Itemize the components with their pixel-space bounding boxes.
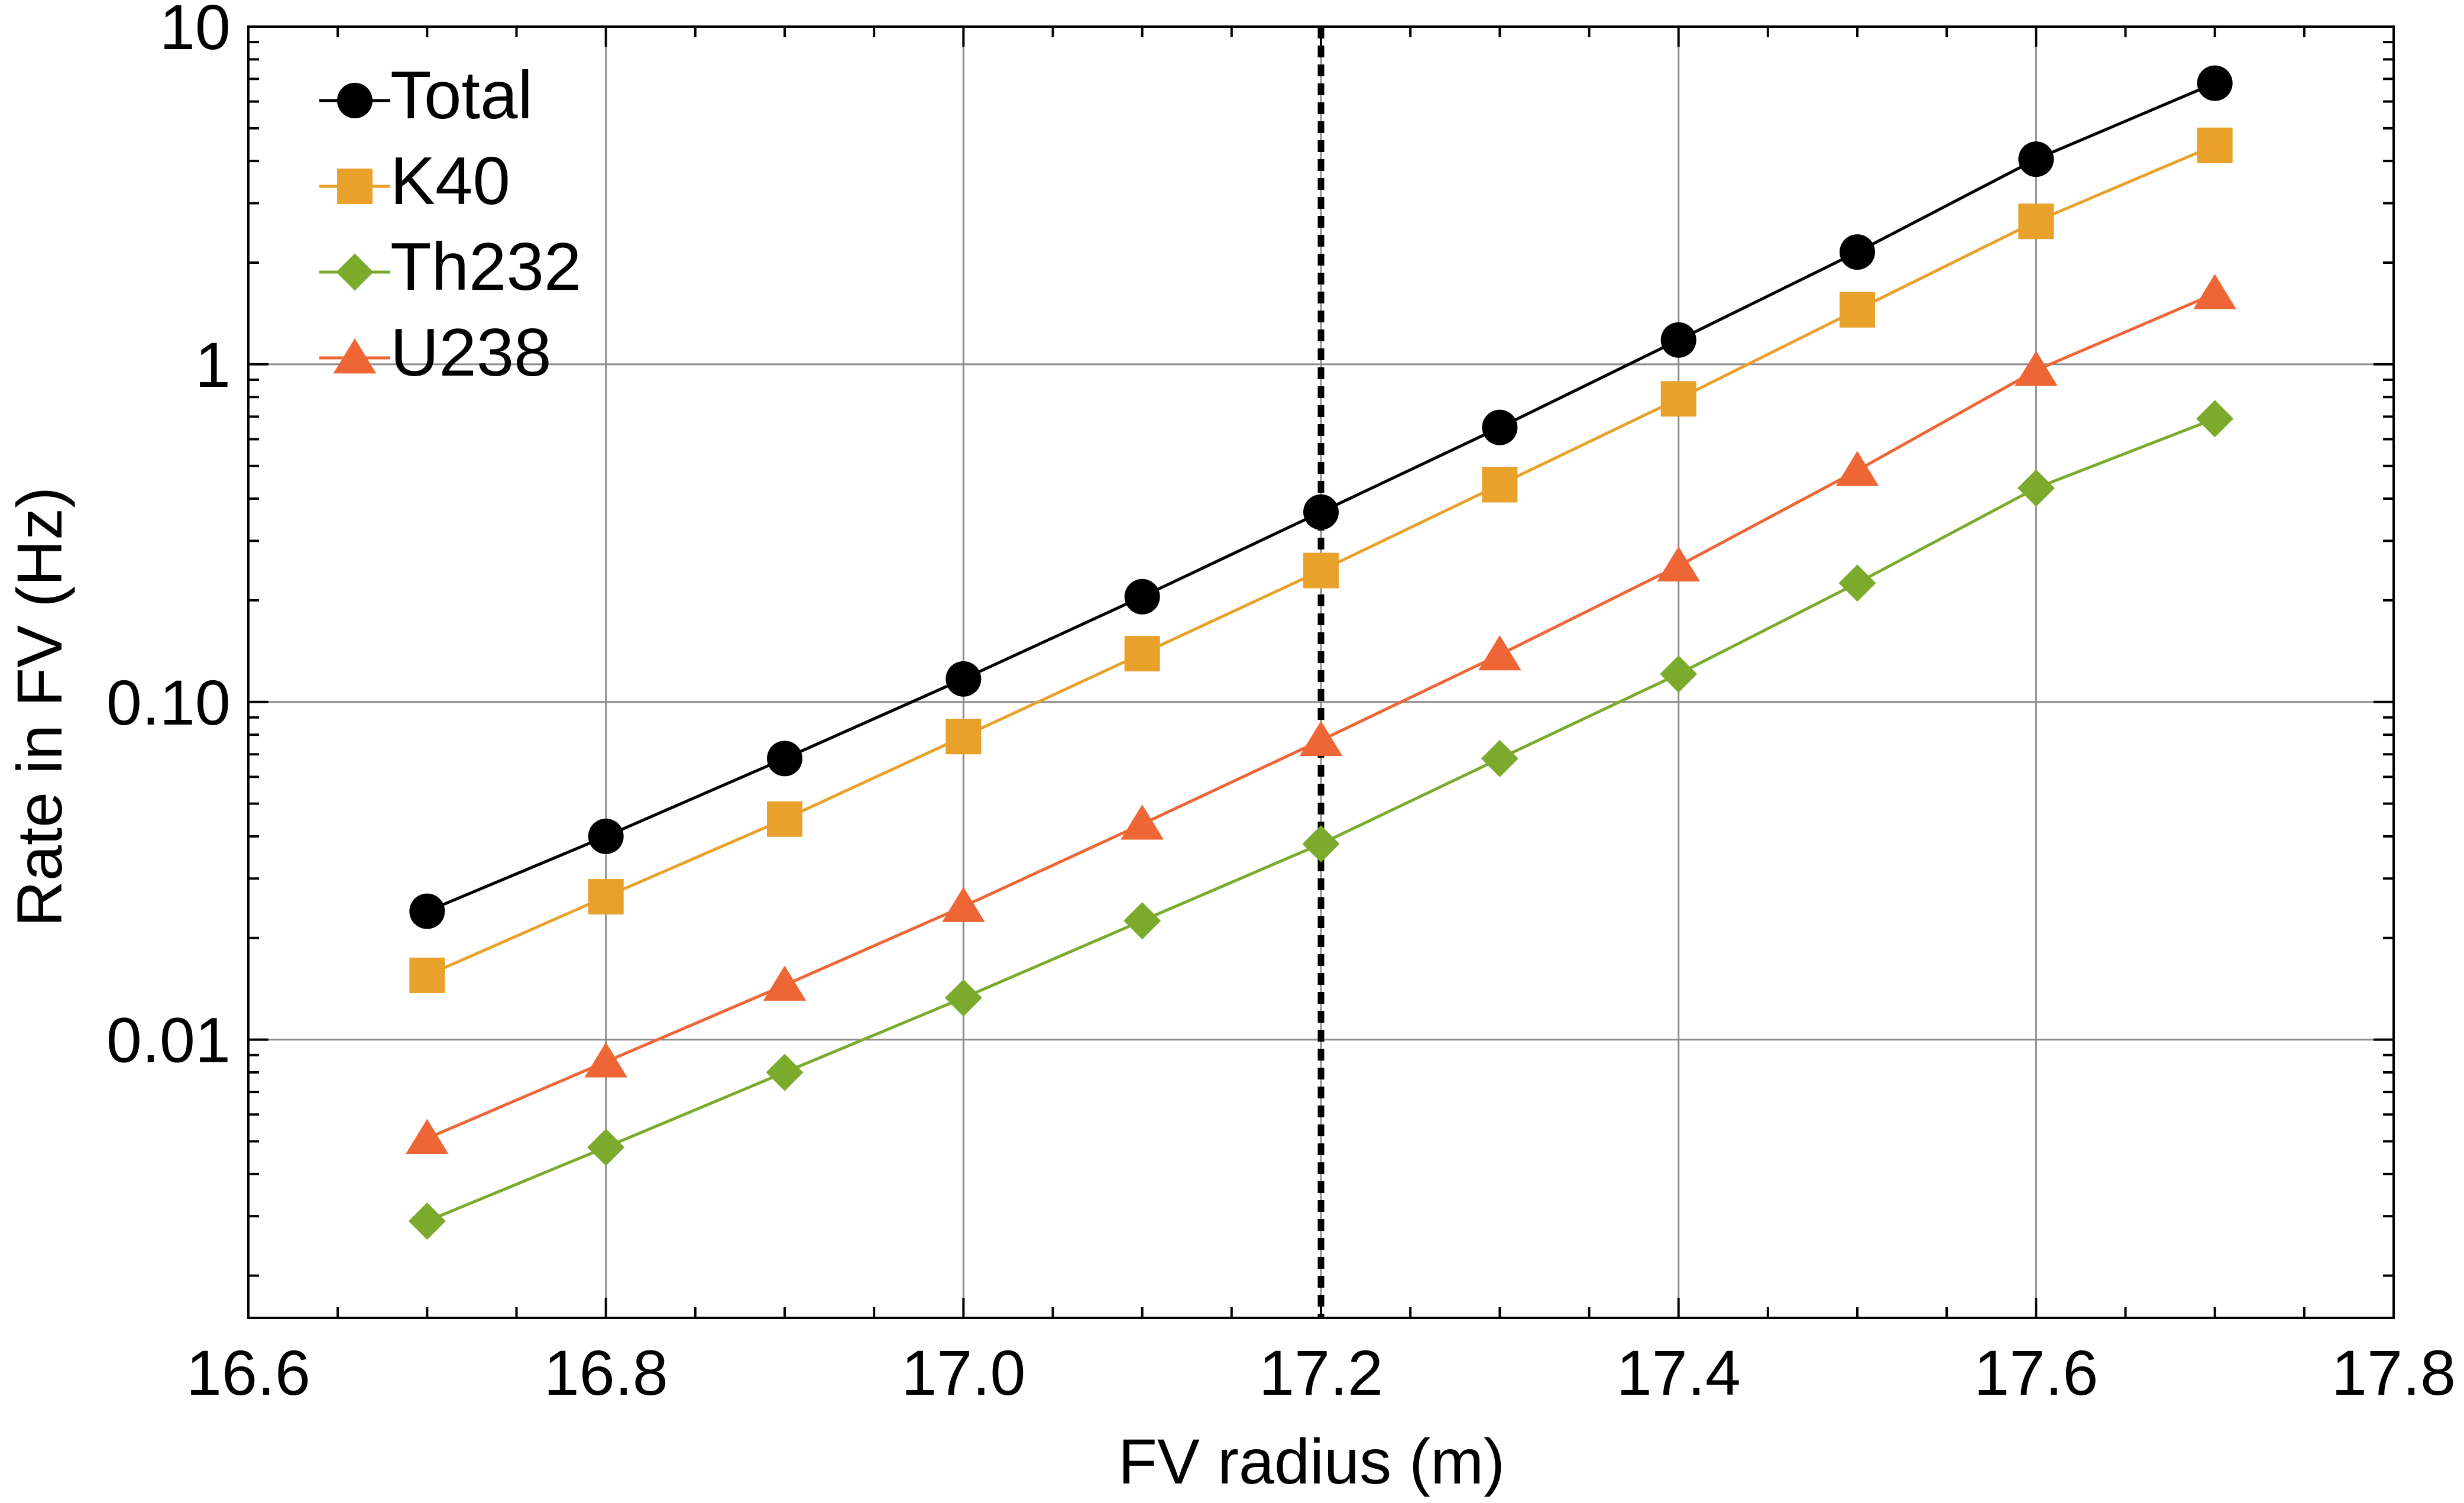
data-point-u238 — [1299, 720, 1343, 756]
data-point-k40 — [588, 879, 624, 915]
data-point-k40 — [767, 801, 802, 837]
data-point-th232 — [944, 979, 982, 1017]
y-tick-label: 10 — [160, 0, 231, 63]
series-total — [409, 65, 2233, 929]
series-k40 — [409, 127, 2233, 993]
data-point-th232 — [408, 1203, 446, 1240]
legend-marker — [337, 169, 373, 204]
x-tick-label: 16.6 — [186, 1337, 310, 1408]
data-point-u238 — [942, 887, 985, 922]
data-point-th232 — [2196, 400, 2234, 438]
y-tick-label: 0.10 — [106, 667, 231, 738]
x-tick-label: 17.8 — [2332, 1337, 2456, 1408]
legend-marker — [336, 253, 374, 291]
data-point-th232 — [587, 1129, 625, 1166]
data-point-th232 — [1481, 739, 1518, 777]
data-point-total — [2018, 141, 2054, 177]
x-tick-labels: 16.6 16.8 17.0 17.2 17.4 17.6 17.8 — [186, 1337, 2456, 1408]
data-point-total — [1303, 494, 1339, 530]
legend-label: U238 — [390, 315, 552, 390]
data-point-u238 — [1835, 451, 1879, 486]
data-point-th232 — [1302, 825, 1340, 863]
x-axis-title: FV radius (m) — [1118, 1426, 1505, 1497]
data-point-total — [1660, 322, 1696, 358]
legend-label: K40 — [390, 144, 510, 219]
data-point-total — [2197, 65, 2233, 101]
data-point-u238 — [1121, 804, 1164, 840]
data-point-total — [1840, 234, 1875, 270]
data-point-k40 — [1840, 292, 1875, 328]
y-tick-label: 1 — [195, 329, 231, 400]
data-point-th232 — [1838, 564, 1876, 602]
axis-ticks — [247, 25, 2395, 1318]
data-point-u238 — [406, 1119, 449, 1154]
data-point-th232 — [1123, 902, 1161, 940]
data-point-u238 — [2193, 274, 2236, 309]
data-series — [406, 65, 2236, 1240]
legend: Total K40 Th232 U238 — [319, 58, 581, 390]
data-point-total — [409, 893, 445, 929]
series-u238 — [406, 274, 2236, 1154]
legend-entry-u238: U238 — [319, 315, 552, 390]
legend-marker — [333, 338, 377, 374]
data-point-total — [767, 741, 802, 777]
y-tick-label: 0.01 — [106, 1004, 231, 1076]
data-point-u238 — [584, 1042, 627, 1078]
legend-marker — [337, 83, 373, 118]
data-point-u238 — [1478, 635, 1521, 671]
x-tick-label: 17.6 — [1974, 1337, 2098, 1408]
data-point-total — [588, 818, 624, 854]
data-point-u238 — [1657, 546, 1700, 582]
data-point-k40 — [946, 719, 982, 755]
data-point-k40 — [1660, 381, 1696, 417]
legend-label: Th232 — [390, 230, 581, 305]
legend-entry-total: Total — [319, 58, 533, 133]
data-point-th232 — [766, 1053, 804, 1091]
data-point-th232 — [1660, 655, 1698, 693]
data-point-th232 — [2017, 469, 2055, 507]
data-point-k40 — [1303, 552, 1339, 589]
data-point-total — [1482, 409, 1518, 445]
data-point-k40 — [2018, 203, 2054, 240]
x-tick-label: 17.0 — [901, 1337, 1025, 1408]
x-tick-label: 17.2 — [1259, 1337, 1383, 1408]
x-tick-label: 17.4 — [1617, 1337, 1741, 1408]
data-point-u238 — [2015, 351, 2058, 386]
data-point-k40 — [409, 957, 445, 993]
data-point-u238 — [763, 965, 807, 1001]
series-th232 — [408, 400, 2234, 1240]
legend-entry-k40: K40 — [319, 144, 510, 219]
data-point-k40 — [1124, 636, 1160, 672]
y-tick-labels: 0.01 0.10 1 10 — [106, 0, 231, 1076]
legend-label: Total — [390, 58, 533, 133]
data-point-total — [1124, 578, 1160, 615]
data-point-k40 — [2197, 127, 2233, 163]
x-tick-label: 16.8 — [544, 1337, 668, 1408]
y-axis-title: Rate in FV (Hz) — [4, 487, 75, 927]
data-point-total — [946, 661, 982, 697]
data-point-k40 — [1482, 467, 1518, 503]
legend-entry-th232: Th232 — [319, 230, 581, 305]
